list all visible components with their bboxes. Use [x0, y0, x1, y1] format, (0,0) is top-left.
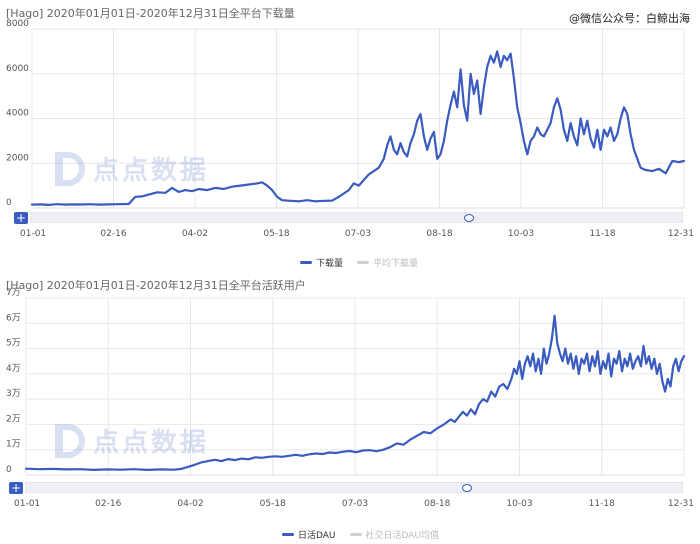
legend-label-dau: 日活DAU — [298, 531, 336, 541]
y-tick-label: 0 — [6, 198, 12, 208]
series-line-dau[interactable] — [24, 314, 686, 471]
downloads-legend: 下载量 平均下载量 — [300, 256, 418, 269]
x-tick-label: 05-18 — [260, 499, 286, 509]
x-tick-label: 04-02 — [177, 499, 203, 509]
legend-swatch-social-dau-avg — [349, 533, 362, 536]
y-tick-label: 8000 — [6, 19, 29, 29]
x-tick-label: 01-01 — [20, 229, 46, 239]
dau-legend: 日活DAU 社交日活DAU均值 — [282, 528, 439, 541]
downloads-line-chart[interactable]: 8000 6000 4000 2000 0 01-01 02-16 04-02 05-18 07-… — [0, 0, 700, 272]
range-slider-handle-2[interactable] — [462, 484, 472, 492]
x-tick-label: 10-03 — [506, 499, 532, 509]
range-slider-track[interactable] — [30, 212, 683, 223]
legend-label-social-dau-avg: 社交日活DAU均值 — [365, 531, 440, 541]
legend-item-social-dau-avg[interactable]: 社交日活DAU均值 — [349, 528, 440, 541]
zoom-plus-button[interactable]: + — [14, 211, 28, 225]
diandian-logo-watermark-2: 点点数据 — [55, 422, 209, 459]
x-tick-label: 11-18 — [589, 229, 615, 239]
downloads-chart-title: [Hago] 2020年01月01日-2020年12月31日全平台下载量 — [6, 7, 295, 20]
y-tick-label: 5万 — [6, 339, 21, 349]
legend-item-dau[interactable]: 日活DAU — [282, 528, 336, 541]
legend-swatch-avg-downloads — [357, 261, 370, 264]
y-tick-label: 2万 — [6, 414, 21, 424]
downloads-chart-panel: [Hago] 2020年01月01日-2020年12月31日全平台下载量 @微信… — [0, 0, 700, 272]
x-tick-label: 01-01 — [14, 499, 40, 509]
legend-label-avg-downloads: 平均下载量 — [373, 259, 419, 269]
legend-swatch-downloads — [300, 261, 312, 264]
y-tick-label: 3万 — [6, 389, 21, 399]
x-tick-label: 11-18 — [589, 499, 615, 509]
wechat-watermark: @微信公众号：白鲸出海 — [569, 12, 690, 25]
y-tick-label: 0 — [6, 465, 12, 475]
y-tick-label: 1万 — [6, 440, 21, 450]
diandian-logo-text-2: 点点数据 — [93, 428, 210, 458]
legend-item-downloads[interactable]: 下载量 — [300, 256, 343, 269]
x-tick-label: 07-03 — [345, 229, 371, 239]
legend-swatch-dau — [282, 533, 294, 536]
x-tick-label: 02-16 — [95, 499, 121, 509]
diandian-logo-icon — [55, 151, 85, 186]
dau-line-chart[interactable]: 7万 6万 5万 4万 3万 2万 1万 0 01-01 02-16 04-02 05-18 07-03… — [0, 272, 700, 544]
dau-chart-title: [Hago] 2020年01月01日-2020年12月31日全平台活跃用户 — [6, 279, 306, 292]
x-tick-label: 12-31 — [668, 499, 694, 509]
range-slider-handle[interactable] — [464, 214, 474, 222]
diandian-logo-icon-2 — [55, 423, 85, 458]
diandian-logo-watermark: 点点数据 — [55, 150, 209, 187]
x-tick-label: 05-18 — [263, 229, 289, 239]
y-tick-label: 4万 — [6, 364, 21, 374]
x-tick-label: 12-31 — [668, 229, 694, 239]
x-tick-label: 08-18 — [424, 499, 450, 509]
zoom-plus-button-2[interactable]: + — [9, 481, 23, 495]
y-tick-label: 7万 — [6, 288, 21, 298]
dau-chart-panel: [Hago] 2020年01月01日-2020年12月31日全平台活跃用户 7万… — [0, 272, 700, 544]
diandian-logo-text: 点点数据 — [93, 156, 210, 186]
x-tick-label: 08-18 — [426, 229, 452, 239]
y-tick-label: 6万 — [6, 313, 21, 323]
x-tick-label: 04-02 — [182, 229, 208, 239]
x-tick-label: 10-03 — [508, 229, 534, 239]
x-tick-label: 02-16 — [100, 229, 126, 239]
range-slider-track-2[interactable] — [25, 482, 683, 493]
x-tick-label: 07-03 — [342, 499, 368, 509]
y-tick-label: 6000 — [6, 64, 29, 74]
y-tick-label: 2000 — [6, 153, 29, 163]
y-tick-label: 4000 — [6, 109, 29, 119]
legend-item-avg-downloads[interactable]: 平均下载量 — [357, 256, 418, 269]
legend-label-downloads: 下载量 — [316, 259, 344, 269]
series-line-downloads[interactable] — [30, 50, 686, 206]
